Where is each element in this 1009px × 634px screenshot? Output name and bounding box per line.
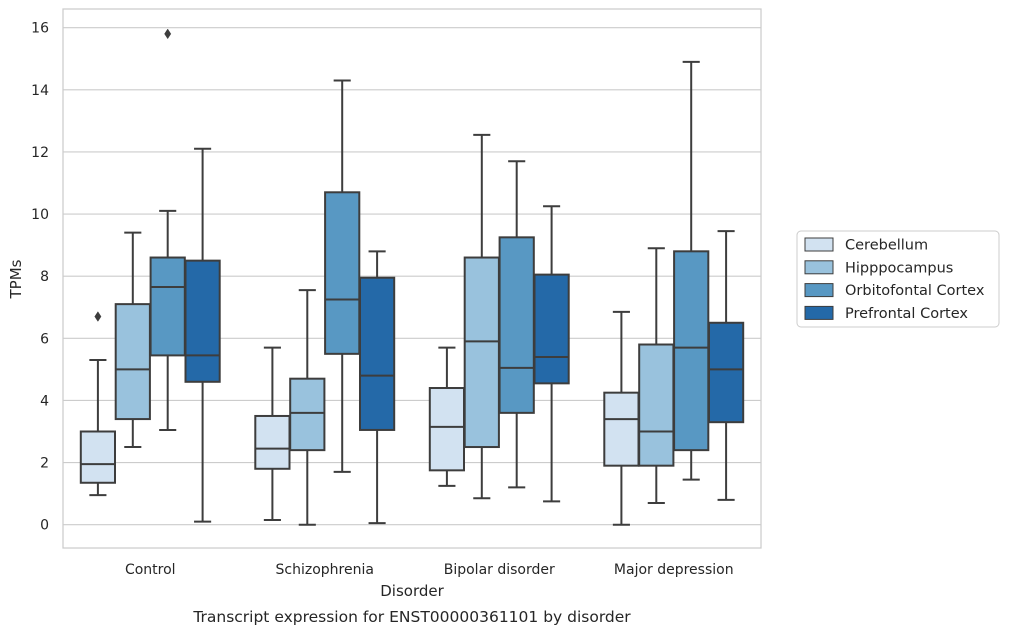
box-cerebellum-1 [254,346,291,522]
y-tick-label: 2 [40,456,49,472]
box-prefrontal-cortex-1 [358,250,396,525]
box-iqr [673,250,710,452]
x-tick-label: Control [125,562,176,578]
legend-label: Prefrontal Cortex [845,306,968,322]
y-tick-label: 4 [40,393,49,409]
legend-frame [796,230,1000,328]
box-orbitofontal-cortex-1 [324,79,361,473]
legend-label: Orbitofontal Cortex [845,283,985,299]
box-iqr [428,387,466,472]
box-iqr [184,259,221,383]
x-tick-label: Bipolar disorder [444,562,555,578]
box-hipppocampus-0 [114,231,151,449]
y-axis-label: TPMs [7,259,25,299]
y-tick-labels: 0 2 4 6 8 10 12 14 16 [31,21,49,534]
box-cerebellum-2 [428,346,466,487]
box-prefrontal-cortex-3 [707,230,745,501]
box-orbitofontal-cortex-2 [498,160,535,489]
box-iqr [638,343,675,467]
y-tick-label: 8 [40,269,49,285]
plot-frame [62,8,762,549]
legend-swatch [804,237,834,252]
y-tick-label: 0 [40,518,49,534]
y-tick-label: 6 [40,331,49,347]
box-iqr [114,303,151,421]
outlier-point [164,28,172,40]
box-iqr [533,273,570,385]
box-iqr [707,321,745,424]
x-tick-labels: Control Schizophrenia Bipolar disorder Majo… [125,562,734,578]
box-iqr [149,256,186,357]
box-hipppocampus-3 [638,247,675,504]
box-hipppocampus-2 [463,133,500,500]
box-iqr [358,276,396,431]
legend-swatch [804,283,834,298]
box-iqr [324,191,361,355]
legend: Cerebellum Hipppocampus Orbitofontal Corte… [796,230,1000,328]
box-iqr [498,236,535,414]
y-tick-label: 10 [31,207,49,223]
chart-caption: Transcript expression for ENST0000036110… [192,608,631,626]
y-tick-label: 12 [31,145,49,161]
legend-label: Cerebellum [845,238,928,254]
box-cerebellum-0 [79,311,117,497]
legend-swatch [804,305,834,320]
y-tick-label: 16 [31,21,49,37]
box-iqr [289,377,326,452]
box-iqr [603,391,640,467]
legend-label: Hipppocampus [845,260,953,276]
box-prefrontal-cortex-0 [184,147,221,523]
box-hipppocampus-1 [289,289,326,526]
x-tick-label: Schizophrenia [276,562,374,578]
box-iqr [463,256,500,449]
x-tick-label: Major depression [614,562,734,578]
box-iqr [79,430,117,484]
box-prefrontal-cortex-2 [533,205,570,503]
x-axis-label: Disorder [380,582,444,600]
outlier-point [94,311,102,322]
y-tick-label: 14 [31,83,49,99]
box-orbitofontal-cortex-3 [673,60,710,481]
box-series-group [79,28,745,526]
box-iqr [254,414,291,470]
legend-swatch [804,260,834,275]
